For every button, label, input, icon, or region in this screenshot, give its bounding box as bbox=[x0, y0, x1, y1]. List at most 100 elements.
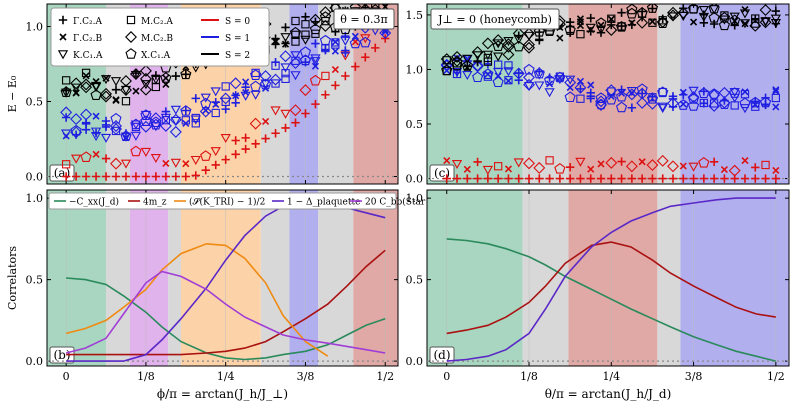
data-point bbox=[291, 37, 300, 46]
data-point bbox=[270, 106, 281, 116]
x-tick-label: 3/8 bbox=[685, 370, 703, 383]
data-point bbox=[617, 174, 626, 183]
data-point bbox=[587, 81, 595, 89]
data-point bbox=[161, 172, 171, 181]
data-point bbox=[483, 53, 493, 63]
data-point bbox=[351, 62, 360, 71]
data-point bbox=[473, 174, 482, 183]
data-point bbox=[139, 72, 152, 85]
data-point bbox=[191, 94, 200, 103]
data-point bbox=[772, 166, 780, 174]
data-point bbox=[319, 19, 332, 32]
data-point bbox=[626, 87, 638, 97]
data-point bbox=[321, 71, 330, 81]
annotation-text: θ = 0.3π bbox=[340, 13, 388, 26]
panel-b: 0.0 0.5 1.0 0 1/8 1/4 3/8 1/2 (b) ϕ/π = arctan(J_… bbox=[6, 189, 451, 401]
data-point bbox=[555, 174, 565, 183]
data-point bbox=[130, 145, 142, 157]
data-point bbox=[57, 50, 69, 60]
data-point bbox=[359, 36, 371, 48]
data-point bbox=[210, 147, 221, 157]
data-point bbox=[741, 156, 749, 165]
data-point bbox=[130, 118, 142, 130]
data-point bbox=[556, 34, 564, 42]
data-point bbox=[482, 50, 494, 60]
data-point bbox=[199, 105, 212, 118]
data-point bbox=[221, 155, 230, 164]
data-point bbox=[554, 75, 566, 85]
data-point bbox=[261, 134, 270, 143]
data-point bbox=[576, 30, 585, 39]
data-point bbox=[761, 160, 770, 170]
data-point bbox=[760, 17, 771, 27]
data-point bbox=[125, 31, 137, 43]
data-point bbox=[110, 157, 122, 170]
data-point bbox=[637, 174, 647, 183]
data-point bbox=[271, 61, 280, 70]
data-point bbox=[281, 39, 290, 48]
data-point bbox=[759, 4, 772, 17]
data-point bbox=[160, 72, 172, 83]
data-point bbox=[210, 87, 221, 97]
data-point bbox=[699, 10, 709, 19]
data-point bbox=[82, 72, 90, 80]
data-point bbox=[202, 106, 210, 115]
data-point bbox=[657, 86, 669, 98]
region-band bbox=[106, 190, 130, 366]
data-point bbox=[112, 96, 120, 104]
data-point bbox=[140, 115, 152, 126]
data-point bbox=[121, 97, 131, 106]
data-point bbox=[648, 18, 657, 27]
data-point bbox=[597, 21, 605, 29]
series-line bbox=[65, 242, 329, 357]
region-band bbox=[568, 190, 658, 366]
data-point bbox=[709, 157, 719, 167]
data-point bbox=[502, 48, 515, 61]
data-point bbox=[349, 37, 361, 49]
data-point bbox=[241, 144, 250, 154]
data-point bbox=[200, 150, 212, 161]
data-point bbox=[379, 27, 392, 39]
legend-entry: S = 0 bbox=[225, 17, 250, 27]
data-point bbox=[679, 174, 688, 183]
data-point bbox=[772, 87, 780, 95]
data-point bbox=[463, 63, 471, 72]
data-point bbox=[740, 90, 750, 99]
data-point bbox=[565, 75, 576, 85]
data-point bbox=[200, 93, 211, 103]
x-tick-label: 0 bbox=[443, 370, 450, 383]
data-point bbox=[311, 39, 320, 48]
data-point bbox=[269, 73, 282, 86]
data-point bbox=[101, 154, 111, 163]
data-point bbox=[741, 20, 749, 28]
data-point bbox=[130, 120, 142, 130]
data-point bbox=[279, 50, 292, 63]
data-point bbox=[151, 71, 161, 80]
x-tick-label: 1/2 bbox=[767, 370, 785, 383]
data-point bbox=[111, 85, 121, 94]
data-point bbox=[679, 162, 687, 170]
data-point bbox=[759, 16, 772, 29]
data-point bbox=[290, 71, 301, 81]
data-point bbox=[61, 160, 71, 169]
legend-entry: S = 1 bbox=[225, 34, 250, 44]
data-point bbox=[361, 53, 370, 62]
data-point bbox=[211, 108, 220, 118]
data-point bbox=[761, 174, 770, 183]
data-point bbox=[626, 7, 638, 19]
data-point bbox=[708, 99, 721, 112]
data-point bbox=[291, 118, 300, 127]
data-point bbox=[92, 150, 100, 158]
data-point bbox=[597, 160, 605, 168]
data-point bbox=[170, 105, 181, 115]
data-point bbox=[451, 159, 463, 170]
legend-entry: X.C₁.A bbox=[141, 51, 171, 61]
data-point bbox=[607, 92, 615, 100]
data-point bbox=[81, 125, 91, 134]
data-point bbox=[80, 151, 92, 162]
data-point bbox=[299, 54, 312, 66]
data-point bbox=[331, 47, 339, 55]
data-point bbox=[739, 97, 751, 109]
data-point bbox=[125, 48, 137, 59]
data-point bbox=[708, 88, 720, 99]
